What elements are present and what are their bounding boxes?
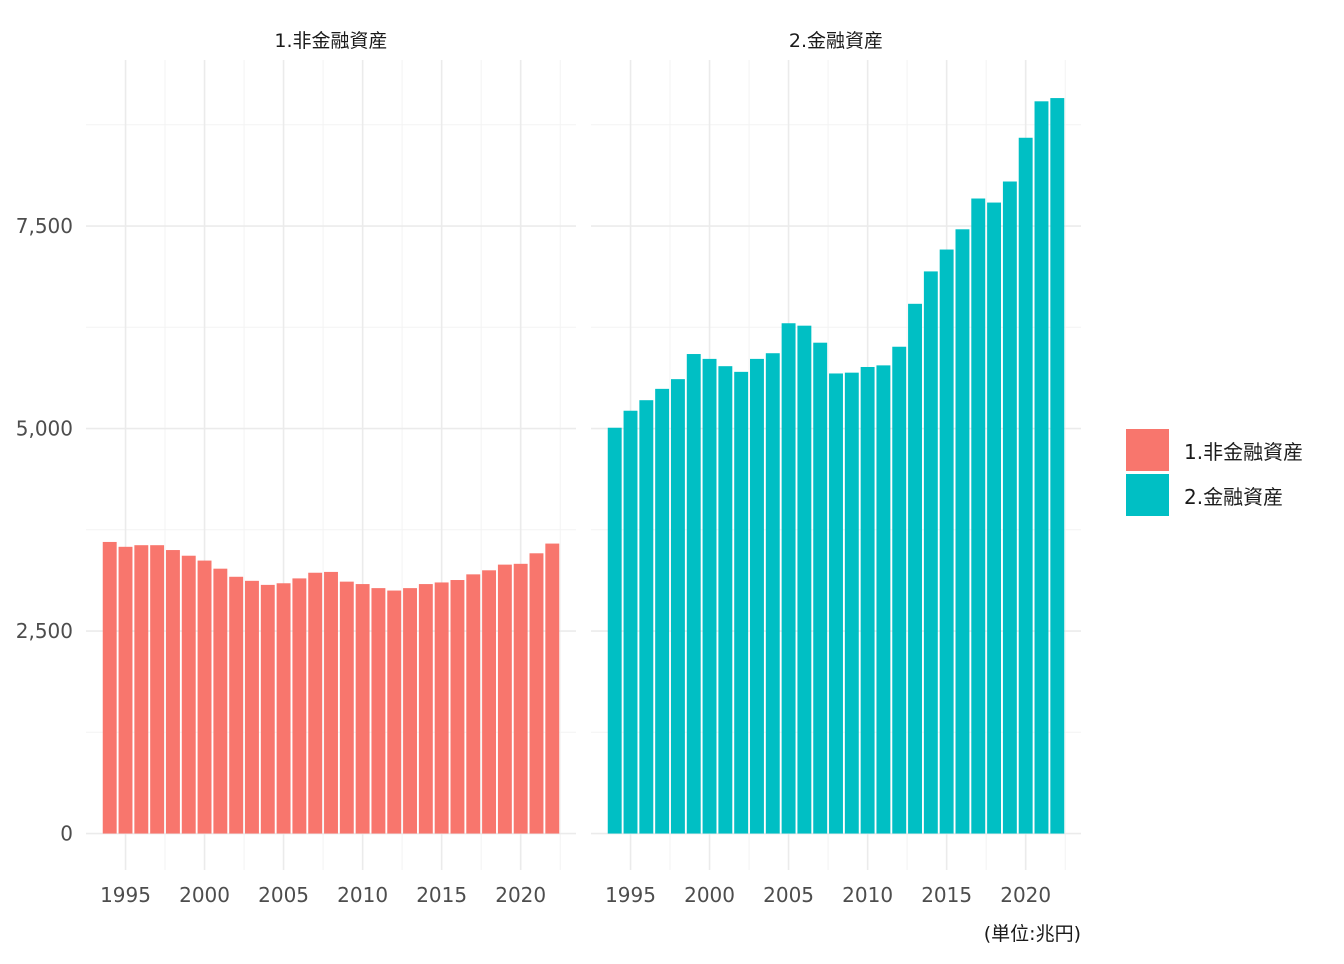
bar-2014 [923, 271, 938, 834]
x-tick-label: 2005 [258, 883, 309, 907]
y-axis-tick-labels: 0 2,500 5,000 7,500 [16, 214, 73, 846]
bar-2017 [971, 198, 986, 834]
bar-2003 [245, 580, 259, 834]
facet-2-title: 2.金融資産 [789, 30, 883, 52]
bar-2018 [987, 202, 1002, 834]
bar-2010 [860, 366, 875, 834]
bar-2006 [797, 325, 812, 834]
bar-2009 [339, 581, 354, 834]
bar-2002 [229, 576, 244, 834]
bar-2014 [418, 584, 433, 834]
facet-1-bars [102, 541, 560, 834]
bar-2020 [1018, 137, 1033, 834]
x-tick-label: 1995 [100, 883, 151, 907]
legend-label-financial: 2.金融資産 [1184, 485, 1283, 509]
facet-1-title: 1.非金融資産 [274, 30, 387, 52]
bar-2016 [450, 580, 465, 834]
bar-1999 [686, 354, 701, 834]
y-tick-label: 0 [60, 822, 73, 846]
bar-2015 [434, 582, 449, 834]
bar-2022 [545, 543, 560, 834]
bar-2016 [955, 229, 970, 834]
bar-2007 [813, 342, 828, 834]
bar-2011 [371, 588, 386, 834]
legend: 1.非金融資産 2.金融資産 [1126, 429, 1303, 516]
bar-2000 [702, 358, 717, 834]
facet-panel-2: 2.金融資産 1995 2000 2005 2010 2015 2020 [591, 30, 1081, 907]
facet-panel-1: 1.非金融資産 1995 2000 2005 2010 2015 2020 [86, 30, 576, 907]
x-tick-label: 2020 [1000, 883, 1051, 907]
x-tick-label: 2010 [337, 883, 388, 907]
legend-label-non-financial: 1.非金融資産 [1184, 440, 1303, 464]
bar-2020 [513, 563, 528, 834]
bar-2001 [213, 568, 228, 834]
bar-2008 [324, 571, 338, 834]
facet-1-minor-grid [86, 60, 576, 870]
bar-2005 [781, 323, 796, 834]
y-tick-label: 2,500 [16, 619, 73, 643]
x-tick-label: 2010 [842, 883, 893, 907]
bar-1996 [639, 400, 654, 834]
bar-2012 [892, 346, 907, 834]
x-tick-label: 2005 [763, 883, 814, 907]
bar-2008 [829, 373, 843, 834]
bar-1999 [181, 555, 196, 834]
bar-2013 [403, 588, 417, 834]
bar-2013 [908, 303, 922, 834]
bar-1994 [102, 541, 117, 834]
bar-2010 [355, 584, 370, 834]
bar-1998 [165, 550, 180, 834]
x-tick-label: 2015 [921, 883, 972, 907]
bar-1995 [623, 410, 638, 834]
facet-2-x-tick-labels: 1995 2000 2005 2010 2015 2020 [605, 883, 1051, 907]
x-tick-label: 1995 [605, 883, 656, 907]
bar-2009 [844, 372, 859, 834]
bar-2021 [529, 553, 544, 834]
legend-key-non-financial [1126, 429, 1169, 471]
bar-1996 [134, 545, 149, 834]
bar-2002 [734, 371, 749, 834]
bar-2001 [718, 366, 733, 834]
bar-2003 [750, 358, 764, 834]
x-tick-label: 2020 [495, 883, 546, 907]
bar-1994 [607, 427, 622, 834]
bar-1995 [118, 546, 133, 834]
bar-2005 [276, 583, 291, 834]
y-tick-label: 7,500 [16, 214, 73, 238]
bar-1997 [150, 545, 165, 834]
bar-1997 [655, 388, 670, 834]
bar-2007 [308, 572, 323, 834]
bar-2004 [260, 584, 275, 834]
bar-2017 [466, 574, 481, 834]
facet-2-bars [607, 98, 1065, 834]
bar-1998 [670, 379, 685, 834]
x-tick-label: 2015 [416, 883, 467, 907]
facet-1-x-tick-labels: 1995 2000 2005 2010 2015 2020 [100, 883, 546, 907]
legend-key-financial [1126, 474, 1169, 516]
bar-2019 [1002, 181, 1017, 834]
bar-2022 [1050, 98, 1065, 834]
x-tick-label: 2000 [179, 883, 230, 907]
bar-2004 [765, 353, 780, 834]
bar-2018 [482, 570, 497, 834]
caption-unit: (単位:兆円) [984, 923, 1081, 945]
x-tick-label: 2000 [684, 883, 735, 907]
bar-2015 [939, 249, 954, 834]
bar-2006 [292, 578, 307, 834]
y-tick-label: 5,000 [16, 417, 73, 441]
bar-2011 [876, 365, 891, 834]
bar-2012 [387, 590, 402, 834]
bar-2000 [197, 560, 212, 834]
bar-2019 [497, 564, 512, 834]
bar-2021 [1034, 101, 1049, 834]
